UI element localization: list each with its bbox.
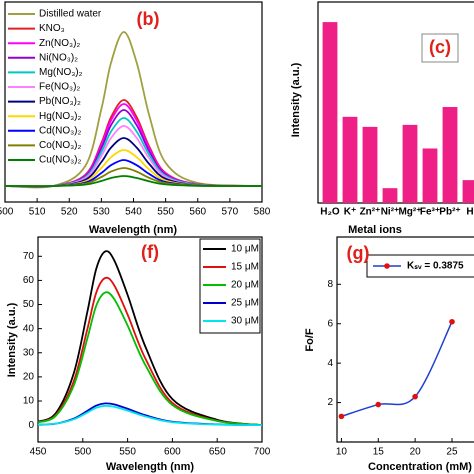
x-axis-title: Metal ions — [348, 224, 402, 236]
series-line — [4, 31, 263, 189]
x-tick-label: H₂O — [320, 207, 340, 218]
x-tick-label: 540 — [125, 207, 142, 218]
panel-label: (b) — [137, 9, 160, 29]
plot-frame — [37, 236, 263, 443]
legend-label: Distilled water — [39, 9, 102, 20]
y-tick-label: 40 — [23, 323, 35, 334]
y-tick-label: 20 — [23, 372, 35, 383]
y-tick-label: 10 — [23, 396, 35, 407]
x-tick-label: 510 — [29, 207, 46, 218]
y-axis-title: Intensity (a.u.) — [290, 62, 302, 137]
series-line — [37, 250, 263, 427]
legend-label: 25 μM — [231, 298, 259, 309]
x-tick-label: 550 — [119, 447, 136, 458]
y-tick-label: 70 — [23, 251, 35, 262]
legend-marker — [384, 263, 390, 269]
bar — [342, 116, 358, 203]
plot-frame — [336, 236, 474, 443]
legend-label: Co(NO₃)₂ — [39, 140, 82, 151]
x-tick-label: Zn²⁺ — [360, 207, 381, 218]
legend-label: Ni(NO₃)₂ — [39, 52, 78, 63]
legend-label: 10 μM — [231, 244, 259, 255]
x-tick-label: 700 — [254, 447, 271, 458]
y-tick-label: 8 — [327, 279, 333, 290]
bar — [422, 148, 438, 203]
legend-label: Kₛᵥ = 0.3875 — [407, 261, 464, 272]
x-tick-label: 520 — [61, 207, 78, 218]
x-tick-label: Ni²⁺ — [381, 207, 400, 218]
y-tick-label: 50 — [23, 299, 35, 310]
data-point — [338, 413, 345, 420]
x-tick-label: H — [466, 207, 473, 218]
bar — [442, 107, 458, 203]
panel-label: (f) — [141, 242, 159, 262]
legend-label: Mg(NO₃)₂ — [39, 67, 83, 78]
x-tick-label: 650 — [209, 447, 226, 458]
legend-label: Fe(NO₃)₂ — [39, 82, 80, 93]
x-tick-label: Fe³⁺ — [420, 207, 440, 218]
legend-label: Pb(NO₃)₂ — [39, 96, 81, 107]
panel-label-box — [421, 33, 459, 63]
data-point — [375, 401, 382, 408]
series-line — [37, 404, 263, 427]
legend-label: Zn(NO₃)₂ — [39, 38, 80, 49]
series-line — [37, 276, 263, 427]
legend-label: Cu(NO₃)₂ — [39, 155, 82, 166]
x-axis-title: Wavelength (nm) — [89, 224, 178, 236]
series-line — [37, 291, 263, 427]
panel-label: (c) — [429, 37, 451, 57]
legend-label: 15 μM — [231, 262, 259, 273]
y-tick-label: 30 — [23, 347, 35, 358]
x-tick-label: 560 — [189, 207, 206, 218]
legend-label: 20 μM — [231, 280, 259, 291]
x-tick-label: 15 — [373, 447, 385, 458]
legend-label: 30 μM — [231, 316, 259, 327]
x-tick-label: K⁺ — [344, 207, 357, 218]
data-point — [449, 318, 455, 325]
plot-frame — [317, 1, 474, 204]
legend-label: Hg(NO₃)₂ — [39, 111, 82, 122]
data-point — [412, 393, 418, 400]
y-tick-label: 60 — [23, 275, 35, 286]
legend-label: KNO₃ — [39, 23, 65, 34]
y-tick-label: 6 — [327, 318, 333, 329]
x-axis-title: Concentration (mM) — [368, 461, 472, 473]
bar — [362, 126, 378, 203]
y-tick-label: 4 — [327, 358, 333, 369]
bar — [382, 188, 398, 203]
series-line — [4, 175, 263, 188]
x-tick-label: Pb²⁺ — [439, 207, 460, 218]
y-axis-title: Intensity (a.u.) — [6, 302, 18, 377]
series-line — [341, 321, 453, 418]
x-tick-label: 550 — [157, 207, 174, 218]
y-tick-label: 0 — [28, 420, 34, 431]
x-tick-label: Mg²⁺ — [398, 207, 421, 218]
bar — [322, 22, 338, 203]
bar — [462, 180, 474, 203]
x-tick-label: 20 — [410, 447, 422, 458]
y-tick-label: 2 — [327, 397, 333, 408]
x-tick-label: 500 — [74, 447, 91, 458]
panel-label: (g) — [347, 243, 370, 263]
x-tick-label: 600 — [164, 447, 181, 458]
x-tick-label: 530 — [93, 207, 110, 218]
x-tick-label: 500 — [0, 207, 14, 218]
x-axis-title: Wavelength (nm) — [106, 461, 195, 473]
y-axis-title: Fo/F — [304, 328, 316, 351]
legend-box — [366, 254, 474, 278]
x-tick-label: 450 — [30, 447, 47, 458]
x-tick-label: 25 — [446, 447, 458, 458]
legend-label: Cd(NO₃)₂ — [39, 125, 82, 136]
x-tick-label: 570 — [222, 207, 239, 218]
x-tick-label: 10 — [336, 447, 348, 458]
x-tick-label: 580 — [254, 207, 271, 218]
bar — [402, 124, 418, 203]
